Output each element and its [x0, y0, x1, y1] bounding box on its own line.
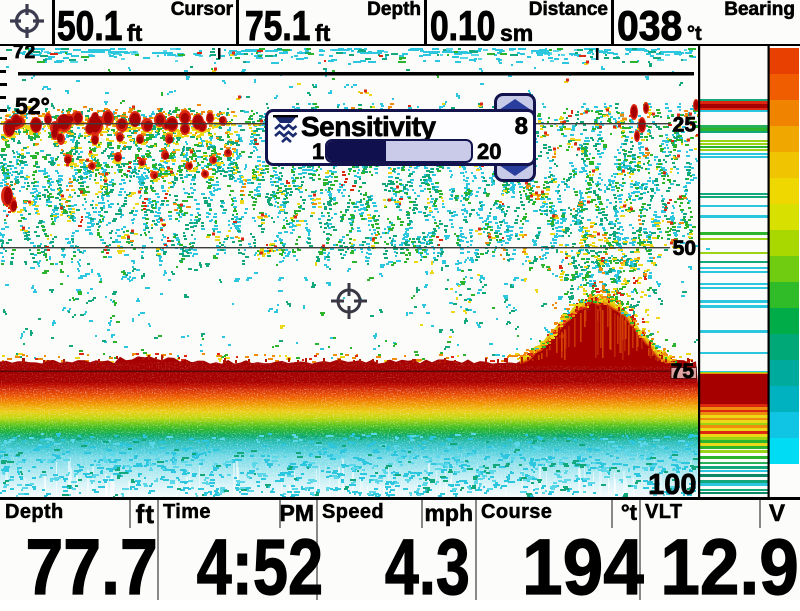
svg-text:75: 75	[671, 360, 695, 383]
svg-text:25: 25	[673, 114, 697, 137]
svg-text:72: 72	[13, 42, 36, 63]
svg-text:52°: 52°	[15, 93, 50, 119]
svg-text:50: 50	[673, 237, 696, 260]
svg-text:100: 100	[648, 469, 696, 501]
